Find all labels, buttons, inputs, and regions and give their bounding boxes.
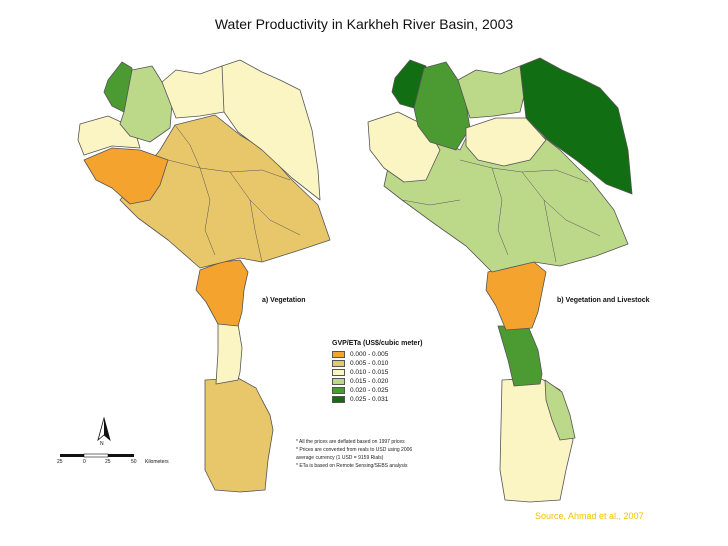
legend-label: 0.020 - 0.025 (350, 387, 389, 394)
scale-tick: 25 (105, 459, 111, 465)
legend-item: 0.025 - 0.031 (332, 395, 482, 404)
legend-item: 0.010 - 0.015 (332, 368, 482, 377)
legend-swatch (332, 369, 345, 376)
legend-label: 0.025 - 0.031 (350, 396, 389, 403)
legend-swatch (332, 396, 345, 403)
legend-item: 0.005 - 0.010 (332, 359, 482, 368)
footnotes: * All the prices are deflated based on 1… (296, 438, 466, 470)
north-arrow-icon (97, 416, 111, 442)
region-left-south-mid (215, 321, 243, 385)
legend-label: 0.000 - 0.005 (350, 351, 389, 358)
scale-tick: 0 (83, 459, 86, 465)
scale-tick: 50 (131, 459, 137, 465)
region-left-south (204, 377, 274, 493)
map-vegetation (77, 59, 331, 493)
map-title: Water Productivity in Karkheh River Basi… (214, 16, 514, 32)
region-right-north-pale-5 (465, 117, 547, 167)
map-vegetation-livestock (367, 57, 633, 503)
region-right-north-green-2 (413, 61, 471, 151)
footnote: * ETa is based on Remote Sensing/SEBS an… (296, 463, 408, 469)
region-left-north-green-light (119, 65, 173, 143)
region-right-north-darkgreen-4 (519, 57, 633, 195)
legend-rows: 0.000 - 0.005 0.005 - 0.010 0.010 - 0.01… (332, 350, 482, 404)
region-left-north-pale-2 (221, 59, 321, 201)
legend-item: 0.000 - 0.005 (332, 350, 482, 359)
legend-swatch (332, 351, 345, 358)
region-right-north-green-light-3 (457, 65, 527, 119)
north-label: N (100, 441, 104, 447)
legend-swatch (332, 360, 345, 367)
legend-title: GVP/ETa (US$/cubic meter) (332, 340, 423, 347)
region-right-south-mid-green (497, 325, 543, 387)
legend-item: 0.020 - 0.025 (332, 386, 482, 395)
legend: GVP/ETa (US$/cubic meter) 0.000 - 0.005 … (332, 340, 482, 404)
region-left-center-orange (195, 259, 249, 327)
legend-label: 0.005 - 0.010 (350, 360, 389, 367)
source-citation: Source, Ahmad et al., 2007 (535, 511, 644, 521)
footnote: * Prices are converted from reals to USD… (296, 447, 413, 453)
region-right-south-green-light (544, 379, 576, 441)
legend-label: 0.015 - 0.020 (350, 378, 389, 385)
region-left-mid-basin (119, 114, 331, 269)
panel-label-vegetation: a) Vegetation (262, 297, 306, 304)
legend-swatch (332, 387, 345, 394)
scale-bar (60, 453, 134, 458)
footnote: average currency (1 USD = 9159 Rials) (296, 455, 384, 461)
scale-unit: Kilometers (145, 459, 169, 465)
legend-label: 0.010 - 0.015 (350, 369, 389, 376)
legend-item: 0.015 - 0.020 (332, 377, 482, 386)
region-left-north-pale-1 (161, 65, 229, 119)
region-left-west-orange (83, 147, 169, 205)
panel-label-vegetation-livestock: b) Vegetation and Livestock (557, 297, 650, 304)
legend-swatch (332, 378, 345, 385)
region-right-center-orange (485, 261, 547, 331)
scale-tick: 25 (57, 459, 63, 465)
footnote: * All the prices are deflated based on 1… (296, 439, 405, 445)
